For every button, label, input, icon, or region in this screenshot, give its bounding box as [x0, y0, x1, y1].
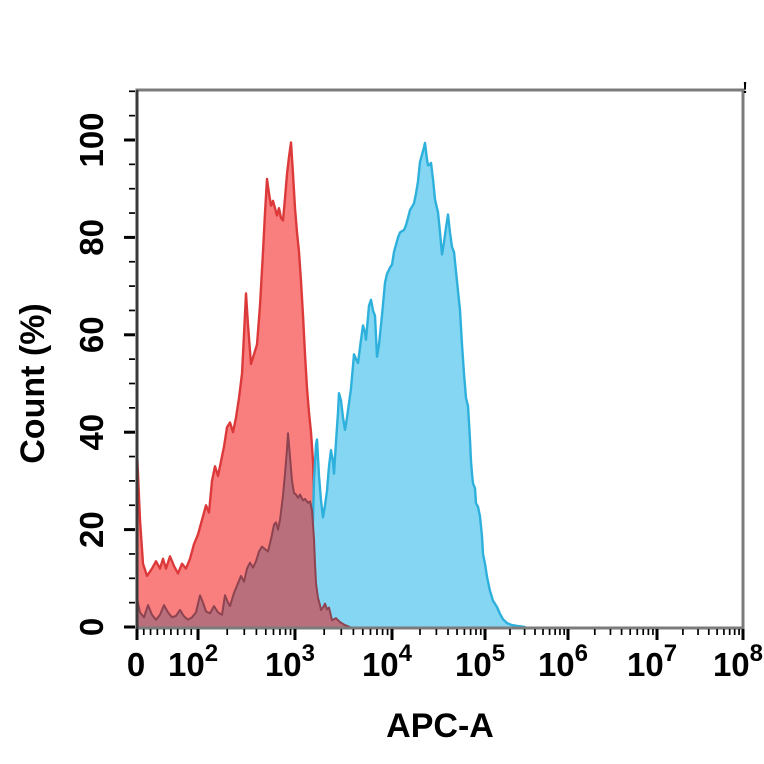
x-axis-tick-label: 104: [362, 640, 413, 683]
blue-histogram-area: [308, 142, 525, 627]
y-axis-tick-label: 60: [73, 316, 110, 353]
overlap-histogram-area: [137, 433, 350, 627]
x-axis-tick-label: 0: [127, 646, 145, 683]
overlap-histogram-outline: [136, 432, 351, 628]
y-axis-tick-label: 20: [73, 511, 110, 548]
y-axis-tick-label: 0: [73, 618, 110, 636]
x-axis-title: APC-A: [386, 707, 494, 745]
y-axis-tick-label: 80: [73, 219, 110, 256]
x-axis-tick-label: 103: [265, 640, 315, 683]
x-axis-tick-label: 108: [713, 640, 763, 683]
y-axis-tick-label: 40: [73, 414, 110, 451]
y-axis-title: Count (%): [14, 303, 52, 464]
x-axis-tick-label: 106: [538, 640, 588, 683]
x-axis-tick-label: 102: [168, 640, 218, 683]
artifact-exclamation-mark: !: [742, 80, 747, 97]
x-axis-tick-label: 105: [455, 640, 505, 683]
blue-histogram-outline: [306, 141, 527, 629]
x-axis-tick-label: 107: [627, 640, 677, 683]
y-axis-tick-label: 100: [73, 112, 110, 167]
